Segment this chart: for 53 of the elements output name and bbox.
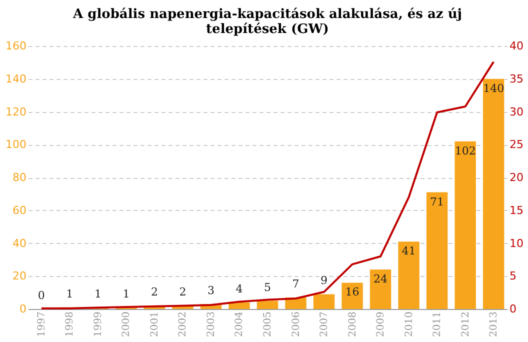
x-tick-label: 1999	[92, 312, 104, 337]
y-tick-label: 60	[12, 204, 26, 217]
x-tick-label: 2006	[290, 312, 302, 337]
x-tick-label: 2009	[376, 312, 387, 337]
x-tick-label: 2005	[262, 312, 274, 337]
x-tick-label: 1998	[64, 312, 76, 337]
x-tick-label: 2010	[404, 312, 415, 337]
y-tick-label: 0	[20, 302, 26, 316]
y2-tick-label: 5	[510, 270, 516, 283]
x-tick-label: 2013	[488, 312, 500, 337]
data-label: 1	[66, 287, 74, 300]
x-tick-label: 1997	[36, 312, 48, 337]
data-label: 16	[345, 286, 360, 299]
y2-tick-label: 40	[510, 40, 524, 52]
data-label: 3	[207, 284, 214, 298]
x-tick-label: 2002	[178, 312, 189, 337]
y2-tick-label: 25	[510, 138, 524, 152]
data-label: 0	[38, 289, 45, 302]
y2-tick-label: 15	[510, 204, 524, 217]
data-label: 7	[292, 277, 300, 290]
x-tick-label: 2008	[347, 312, 358, 337]
data-label: 102	[454, 144, 476, 158]
data-label: 2	[150, 286, 158, 299]
data-label: 140	[483, 82, 504, 95]
data-label: 2	[179, 286, 186, 299]
y2-tick-label: 30	[510, 105, 524, 118]
y-tick-label: 80	[12, 171, 26, 184]
x-tick-label: 2007	[319, 312, 330, 337]
y-tick-label: 120	[6, 105, 26, 118]
x-tick-label: 2011	[432, 312, 444, 337]
y2-tick-label: 10	[510, 236, 524, 250]
y-tick-label: 100	[6, 138, 26, 152]
data-label: 24	[374, 272, 388, 286]
x-tick-label: 2001	[149, 312, 160, 337]
y2-tick-label: 20	[510, 171, 524, 184]
y2-tick-label: 35	[510, 72, 524, 86]
x-tick-label: 2004	[234, 312, 246, 337]
y-tick-label: 20	[12, 270, 26, 283]
x-tick-label: 2003	[206, 312, 217, 337]
y-tick-label: 40	[12, 236, 26, 250]
x-tick-label: 2012	[460, 312, 472, 337]
data-label: 4	[236, 282, 243, 296]
data-label: 1	[122, 287, 130, 300]
data-label: 41	[402, 244, 416, 258]
y-tick-label: 160	[6, 40, 26, 52]
chart-title: A globális napenergia-kapacitások alakulása, és az új telepítések (GW)	[72, 7, 462, 37]
data-label: 9	[320, 274, 328, 288]
x-tick-label: 2000	[121, 312, 132, 337]
y-tick-label: 140	[6, 72, 26, 86]
data-label: 1	[94, 287, 102, 300]
y2-tick-label: 0	[510, 302, 516, 316]
data-label: 71	[430, 195, 444, 208]
data-label: 5	[264, 280, 271, 294]
